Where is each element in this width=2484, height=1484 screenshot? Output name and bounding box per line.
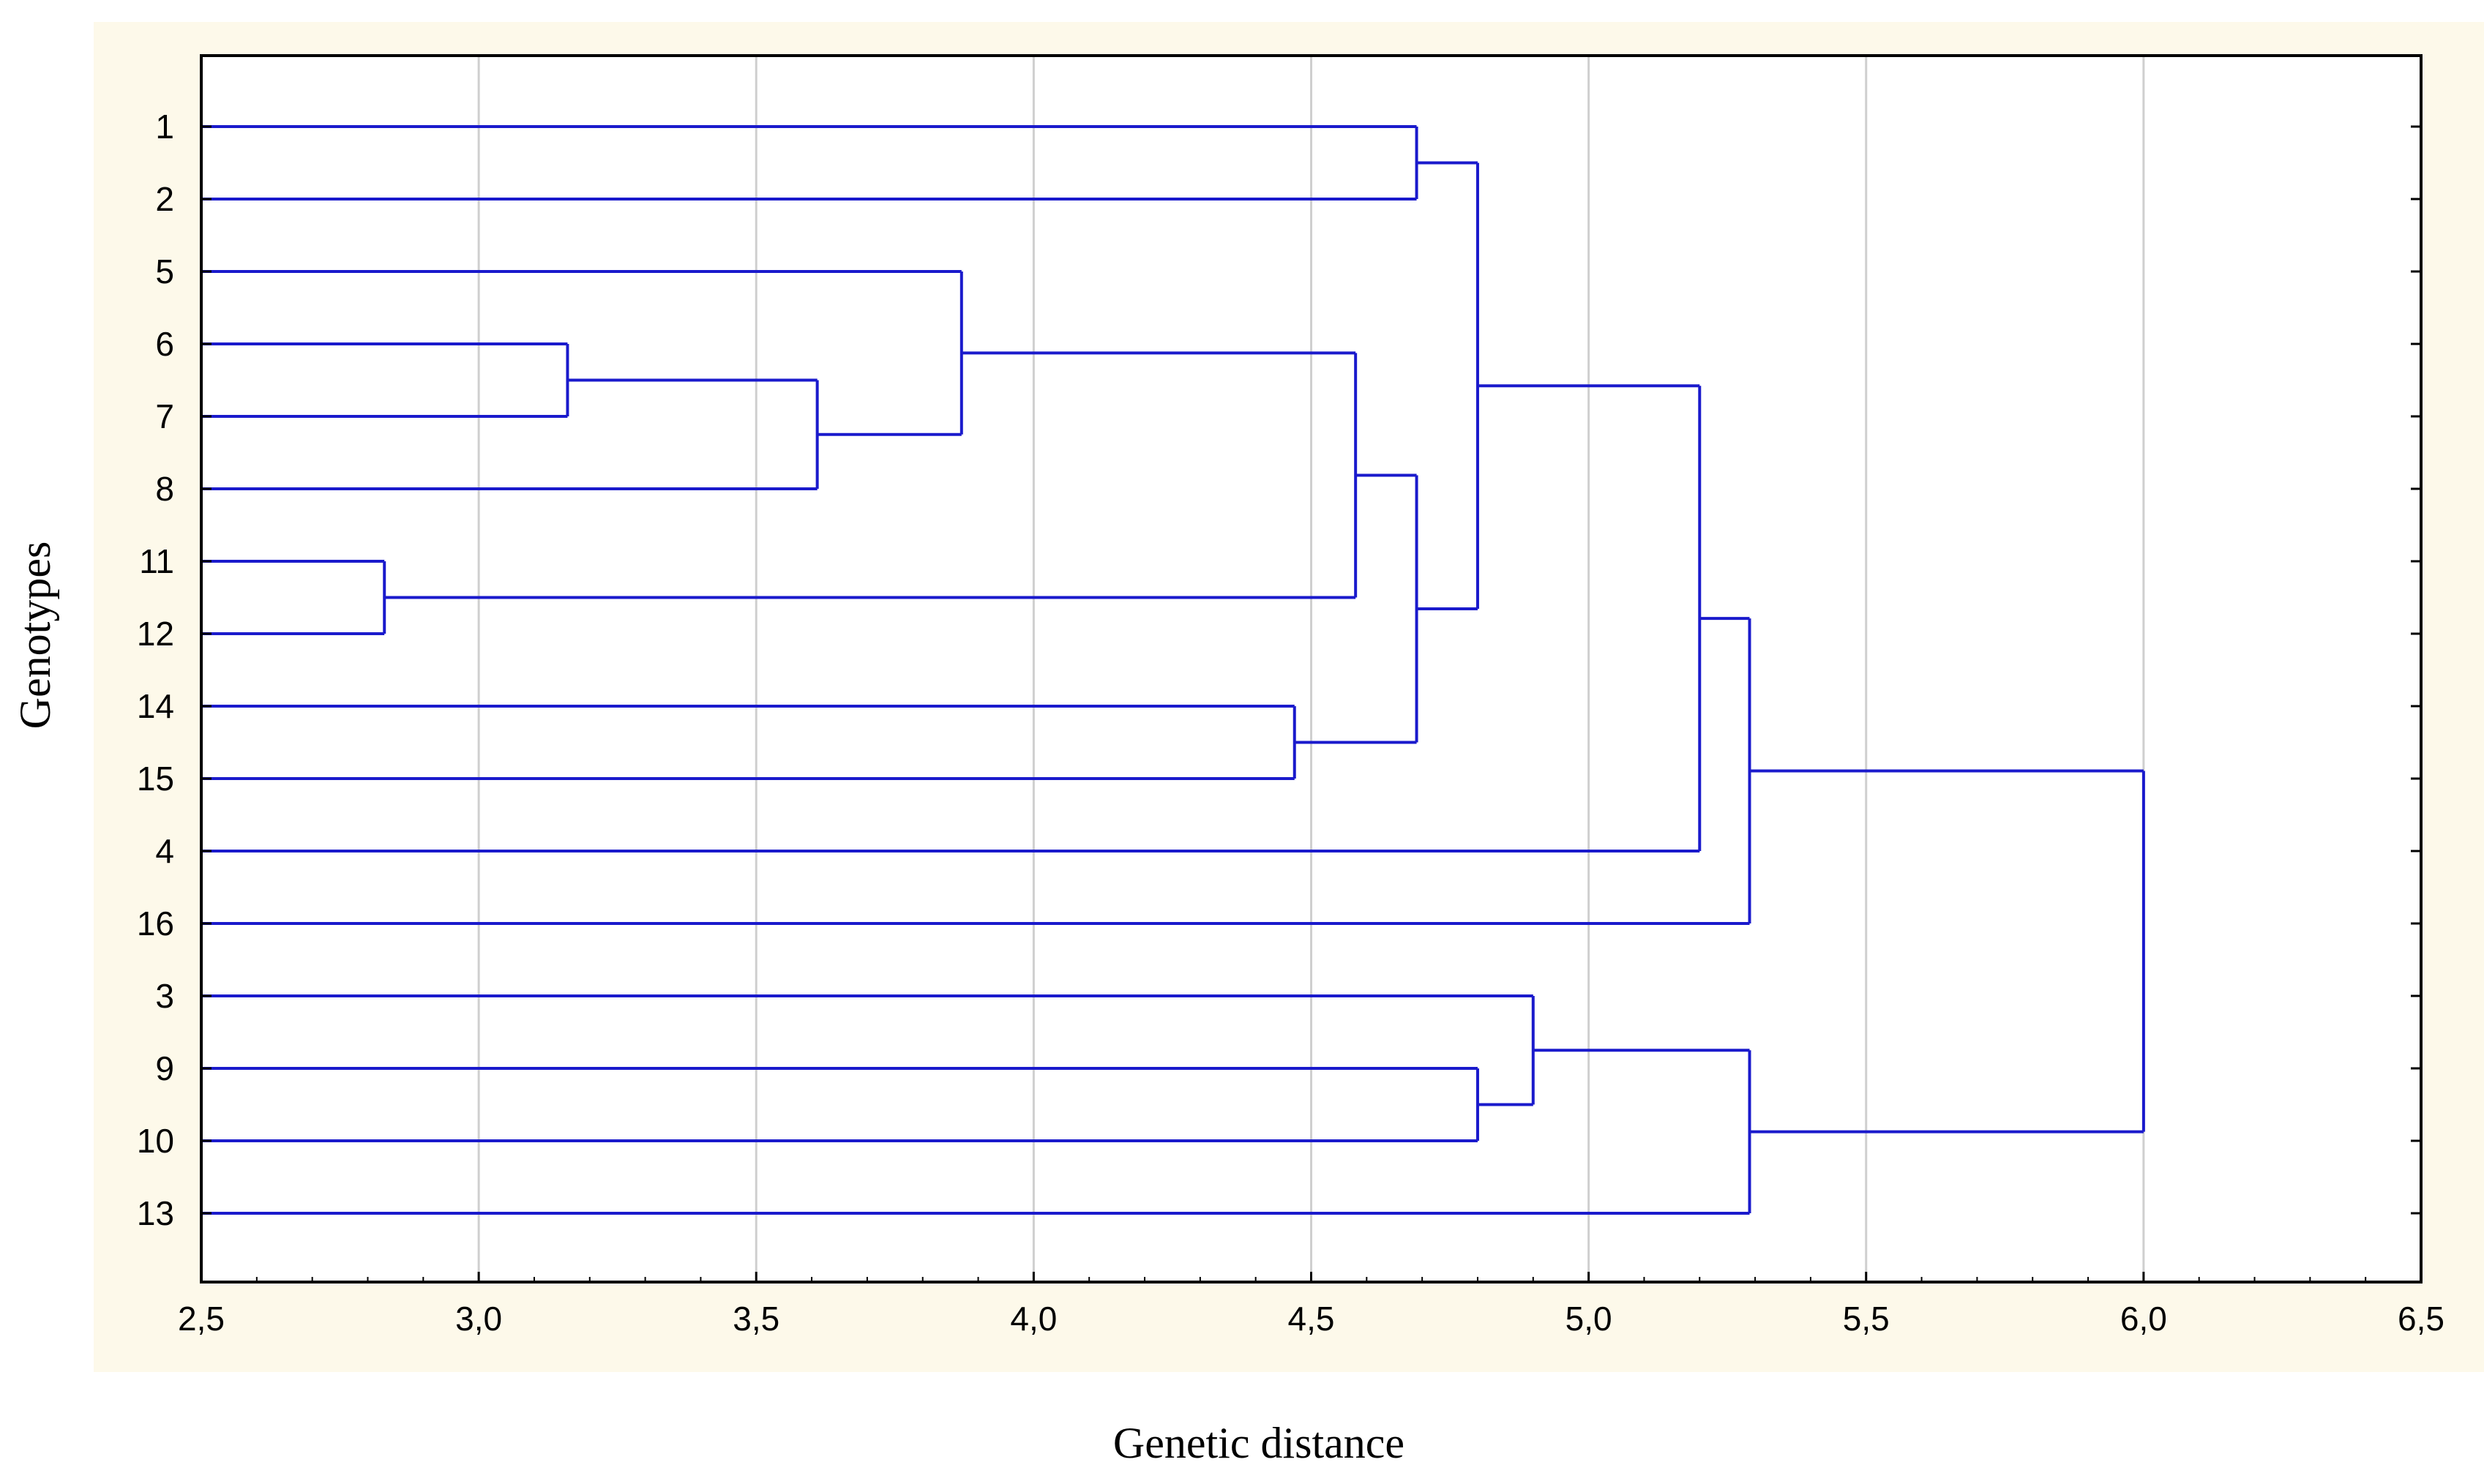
y-axis-title: Genotypes xyxy=(11,541,59,730)
leaf-label: 12 xyxy=(137,615,174,653)
x-axis-title: Genetic distance xyxy=(1113,1419,1404,1467)
leaf-label: 14 xyxy=(137,687,174,725)
leaf-label: 6 xyxy=(155,325,174,363)
x-tick-label: 5,5 xyxy=(1843,1300,1890,1338)
leaf-label: 16 xyxy=(137,904,174,943)
leaf-label: 5 xyxy=(155,252,174,291)
dendrogram-branches xyxy=(201,125,2145,1215)
x-axis-ticks: 2,5 3,0 3,5 4,0 4,5 5,0 5,5 6,0 6,5 xyxy=(178,1272,2444,1338)
x-tick-label: 2,5 xyxy=(178,1300,225,1338)
leaf-label: 9 xyxy=(155,1049,174,1087)
leaf-label: 2 xyxy=(155,180,174,218)
leaf-label: 11 xyxy=(139,542,174,580)
leaf-label: 15 xyxy=(137,760,174,798)
x-tick-label: 4,0 xyxy=(1010,1300,1057,1338)
x-tick-label: 6,0 xyxy=(2120,1300,2167,1338)
x-tick-label: 5,0 xyxy=(1565,1300,1612,1338)
leaf-label: 3 xyxy=(155,977,174,1015)
leaf-label: 7 xyxy=(155,397,174,435)
x-tick-label: 4,5 xyxy=(1288,1300,1335,1338)
leaf-label: 1 xyxy=(155,108,174,146)
leaf-label: 8 xyxy=(155,470,174,508)
leaf-label: 13 xyxy=(137,1194,174,1232)
x-tick-label: 3,5 xyxy=(733,1300,779,1338)
leaf-label: 4 xyxy=(155,832,174,870)
leaf-label: 10 xyxy=(137,1122,174,1160)
x-tick-label: 3,0 xyxy=(455,1300,502,1338)
x-tick-label: 6,5 xyxy=(2398,1300,2444,1338)
